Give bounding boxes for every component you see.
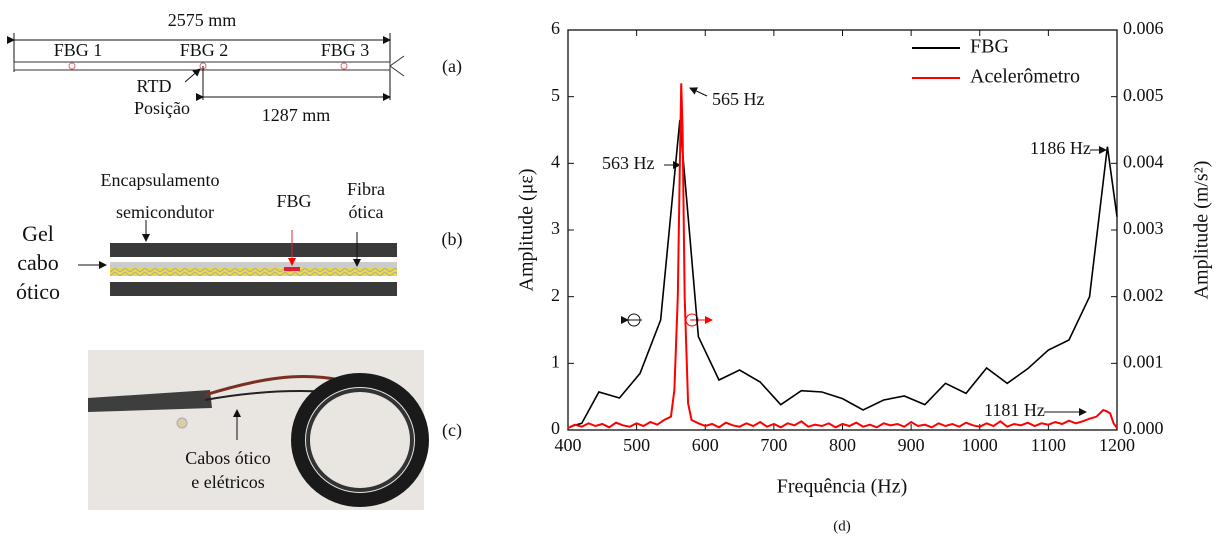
cable-photo: [88, 390, 212, 412]
y-tick-label: 1: [551, 351, 560, 371]
y2-tick-label: 0.000: [1123, 418, 1164, 438]
x-tick-label: 1000: [962, 435, 998, 455]
annotation: 565 Hz: [712, 89, 765, 109]
gel: [110, 262, 397, 268]
panel-label: (b): [442, 229, 463, 250]
encapsulation: [110, 243, 397, 257]
x-tick-label: 400: [555, 435, 582, 455]
y-tick-label: 3: [551, 218, 560, 238]
fiber: [110, 268, 397, 276]
plot-frame: [567, 29, 1118, 431]
annotation: 563 Hz: [602, 153, 655, 173]
label: Encapsulamento: [101, 170, 220, 190]
wire: [204, 375, 341, 397]
y2-tick-label: 0.005: [1123, 85, 1164, 105]
label: FBG: [276, 191, 311, 211]
label: Cabos ótico: [185, 448, 271, 468]
y-tick-label: 5: [551, 85, 560, 105]
washer: [176, 417, 188, 429]
series-line: [569, 119, 1118, 428]
label: Posição: [134, 98, 190, 118]
x-tick-label: 700: [760, 435, 787, 455]
label: Gel: [22, 221, 54, 246]
label: semicondutor: [116, 202, 214, 222]
legend-label: FBG: [970, 36, 1009, 58]
label: 2575 mm: [168, 10, 237, 30]
arrow: [184, 68, 201, 83]
x-tick-label: 900: [898, 435, 925, 455]
legend-label: Acelerômetro: [970, 66, 1080, 88]
y2-axis-title: Amplitude (m/s²): [1191, 161, 1213, 300]
y2-tick-label: 0.002: [1123, 285, 1164, 305]
label: cabo: [17, 250, 59, 275]
y-tick-label: 2: [551, 285, 560, 305]
annotation-arrow: [689, 87, 708, 97]
label: FBG 3: [321, 40, 370, 60]
label: e elétricos: [191, 472, 264, 492]
label: FBG 2: [180, 40, 229, 60]
y2-tick-label: 0.003: [1123, 218, 1164, 238]
annotation: 1186 Hz: [1030, 138, 1091, 158]
label: FBG 1: [54, 40, 103, 60]
label: RTD: [137, 76, 172, 96]
y-tick-label: 0: [551, 418, 560, 438]
panel-label: (d): [833, 518, 851, 534]
x-tick-label: 500: [623, 435, 650, 455]
x-tick-label: 1200: [1099, 435, 1135, 455]
coil: [306, 388, 414, 492]
panel-c: Cabos ótico e elétricos (c): [88, 350, 462, 510]
panel-label: (a): [442, 56, 462, 77]
y-tick-label: 4: [551, 151, 560, 171]
y2-tick-label: 0.006: [1123, 18, 1164, 38]
y2-tick-label: 0.001: [1123, 351, 1164, 371]
y-tick-label: 6: [551, 18, 560, 38]
x-axis-title: Frequência (Hz): [777, 476, 908, 498]
panel-a: 2575 mm FBG 1 FBG 2 FBG 3 RTD Posição 12…: [7, 10, 462, 125]
x-tick-label: 1100: [1031, 435, 1066, 455]
cable-end: [389, 55, 405, 77]
series-line: [567, 83, 1118, 429]
panel-label: (c): [442, 420, 462, 441]
label: ótico: [16, 279, 60, 304]
fbg-point: [68, 62, 76, 70]
label: 1287 mm: [262, 105, 331, 125]
fbg-point: [340, 62, 348, 70]
x-tick-label: 800: [829, 435, 856, 455]
label: Fibra: [347, 179, 385, 199]
panel-b: Encapsulamento semicondutor FBG Fibra ót…: [16, 170, 463, 304]
y2-tick-label: 0.004: [1123, 151, 1164, 171]
x-tick-label: 600: [692, 435, 719, 455]
axis-indicator: [627, 313, 641, 327]
coil: [291, 373, 429, 507]
label: ótica: [349, 202, 384, 222]
y-axis-title: Amplitude (με): [516, 169, 538, 292]
fbg: [284, 267, 300, 271]
encapsulation: [110, 282, 397, 296]
annotation: 1181 Hz: [984, 400, 1045, 420]
